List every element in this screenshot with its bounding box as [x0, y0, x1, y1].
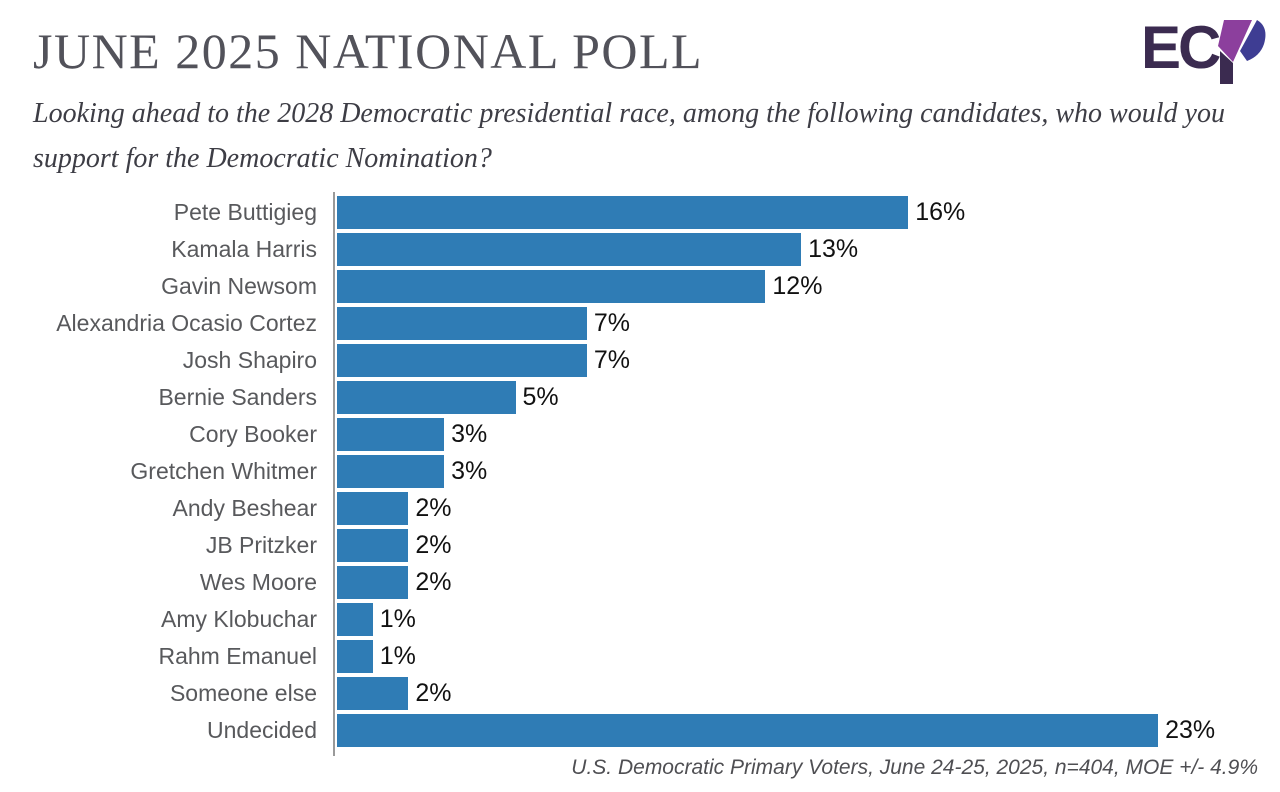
chart-row: Rahm Emanuel 1%	[0, 638, 1280, 675]
bar-track: 3%	[337, 417, 1280, 451]
bar	[337, 195, 909, 229]
chart-row: Bernie Sanders 5%	[0, 379, 1280, 416]
chart-row: Andy Beshear 2%	[0, 490, 1280, 527]
category-label: Gretchen Whitmer	[130, 457, 317, 484]
bar-track: 2%	[337, 491, 1280, 525]
bar-track: 12%	[337, 269, 1280, 303]
category-label: Undecided	[207, 716, 317, 743]
category-label: Amy Klobuchar	[161, 605, 317, 632]
value-label: 3%	[451, 456, 488, 485]
value-label: 13%	[808, 234, 859, 263]
ecp-logo-icon: EC	[1141, 14, 1266, 84]
value-label: 16%	[915, 197, 966, 226]
category-label: Kamala Harris	[171, 235, 317, 262]
bar	[337, 232, 802, 266]
category-label: Someone else	[169, 679, 317, 706]
value-label: 2%	[415, 567, 452, 596]
chart-row: Wes Moore 2%	[0, 564, 1280, 601]
bar-track: 2%	[337, 676, 1280, 710]
page-title: JUNE 2025 NATIONAL POLL	[33, 23, 704, 79]
category-label: Cory Booker	[189, 420, 317, 447]
category-label: Andy Beshear	[172, 494, 317, 521]
bar	[337, 491, 409, 525]
category-label: Bernie Sanders	[158, 383, 317, 410]
chart-row: Alexandria Ocasio Cortez 7%	[0, 305, 1280, 342]
category-label: Gavin Newsom	[161, 272, 317, 299]
chart-row: Gavin Newsom 12%	[0, 268, 1280, 305]
chart-row: Cory Booker 3%	[0, 416, 1280, 453]
bar	[337, 602, 373, 636]
chart-row: Pete Buttigieg 16%	[0, 194, 1280, 231]
value-label: 5%	[522, 382, 559, 411]
chart-row: Kamala Harris 13%	[0, 231, 1280, 268]
bar-track: 16%	[337, 195, 1280, 229]
bar	[337, 454, 445, 488]
category-label: Wes Moore	[199, 568, 317, 595]
category-label: Rahm Emanuel	[158, 642, 317, 669]
logo-p-checkmark-icon	[1218, 20, 1266, 84]
value-label: 2%	[415, 530, 452, 559]
value-label: 3%	[451, 419, 488, 448]
bar	[337, 713, 1159, 747]
category-label: JB Pritzker	[205, 531, 317, 558]
value-label: 7%	[593, 308, 631, 337]
bar	[337, 676, 409, 710]
bar	[337, 528, 409, 562]
value-label: 7%	[593, 345, 631, 374]
source-note: U.S. Democratic Primary Voters, June 24-…	[571, 755, 1258, 779]
bar	[337, 565, 409, 599]
bar-track: 2%	[337, 528, 1280, 562]
bar	[337, 380, 516, 414]
bar-track: 7%	[337, 343, 1280, 377]
bar-track: 13%	[337, 232, 1280, 266]
bar-track: 23%	[337, 713, 1280, 747]
value-label: 2%	[415, 493, 452, 522]
bar-track: 1%	[337, 602, 1280, 636]
chart-row: Gretchen Whitmer 3%	[0, 453, 1280, 490]
bar	[337, 639, 373, 673]
value-label: 23%	[1165, 715, 1216, 744]
bar-track: 2%	[337, 565, 1280, 599]
value-label: 12%	[772, 271, 823, 300]
bar-track: 7%	[337, 306, 1280, 340]
header: JUNE 2025 NATIONAL POLL Looking ahead to…	[0, 0, 1280, 182]
bar-track: 3%	[337, 454, 1280, 488]
ecp-logo: EC	[1141, 12, 1266, 84]
category-label: Josh Shapiro	[182, 346, 317, 373]
category-label: Alexandria Ocasio Cortez	[56, 309, 317, 336]
chart-row: JB Pritzker 2%	[0, 527, 1280, 564]
bar	[337, 417, 445, 451]
category-label: Pete Buttigieg	[173, 198, 317, 225]
bar-chart: Pete Buttigieg 16% Kamala Harris 13% Gav…	[0, 191, 1280, 756]
value-label: 1%	[379, 641, 416, 670]
chart-row: Someone else 2%	[0, 675, 1280, 712]
poll-question: Looking ahead to the 2028 Democratic pre…	[33, 98, 1225, 175]
chart-row: Josh Shapiro 7%	[0, 342, 1280, 379]
bar-track: 5%	[337, 380, 1280, 414]
bar-track: 1%	[337, 639, 1280, 673]
chart-row: Undecided 23%	[0, 712, 1280, 749]
chart-row: Amy Klobuchar 1%	[0, 601, 1280, 638]
value-label: 1%	[379, 604, 416, 633]
bar	[337, 343, 587, 377]
chart-rows: Pete Buttigieg 16% Kamala Harris 13% Gav…	[0, 191, 1280, 756]
logo-ec-text: EC	[1144, 14, 1220, 81]
value-label: 2%	[415, 678, 452, 707]
bar	[337, 269, 766, 303]
bar	[337, 306, 587, 340]
